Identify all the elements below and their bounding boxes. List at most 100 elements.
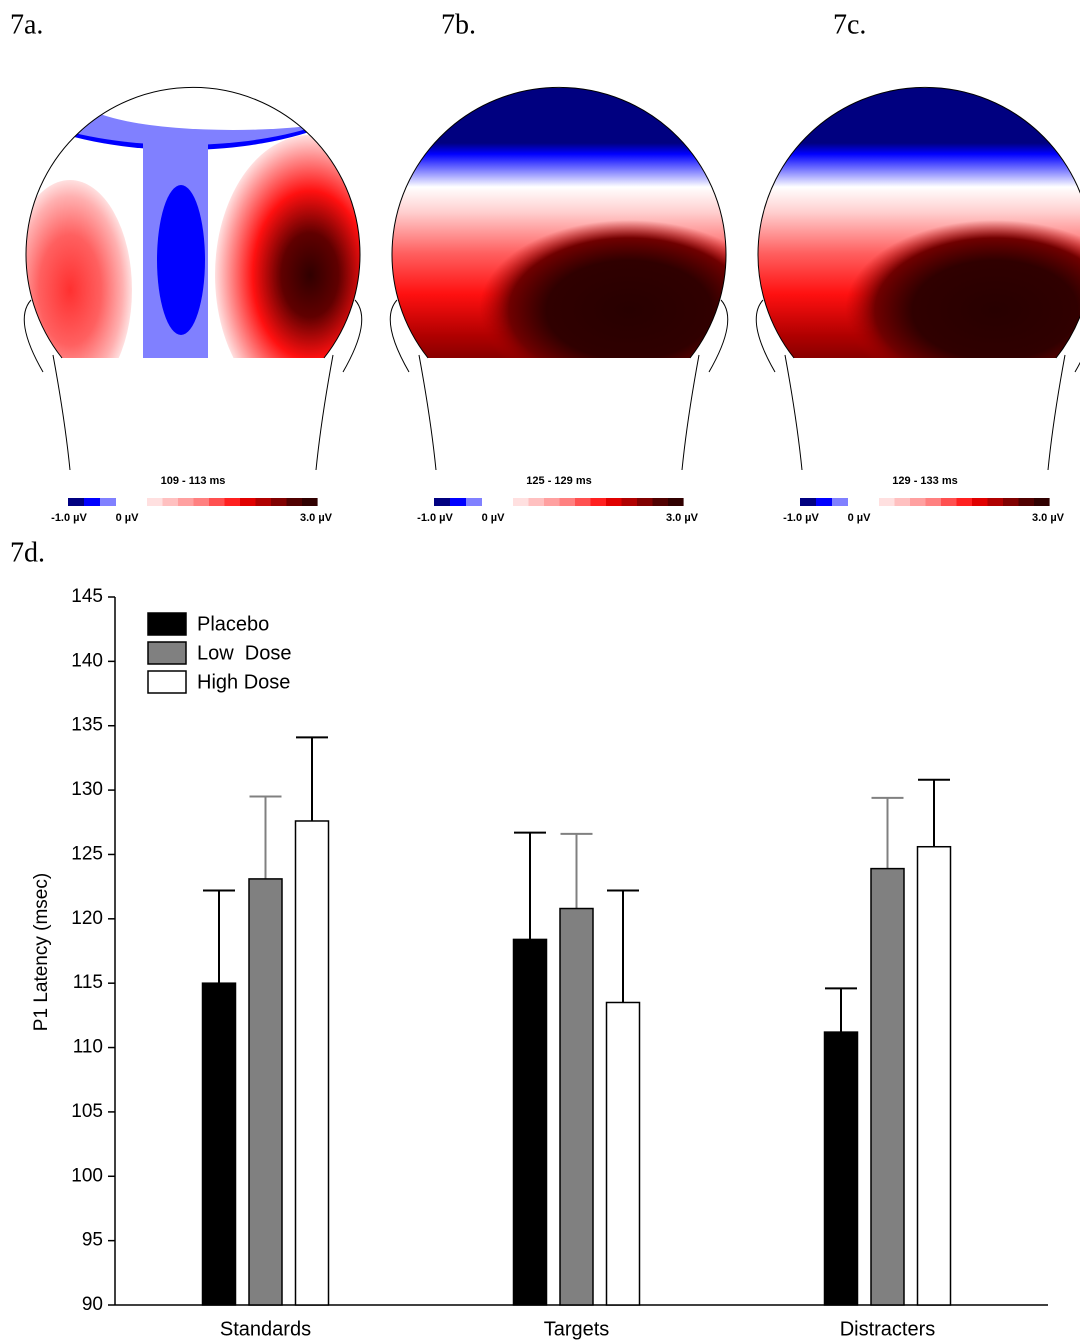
- y-tick-label: 105: [71, 1101, 103, 1122]
- panel-label: 7c.: [833, 9, 866, 40]
- neck: [1048, 355, 1065, 470]
- x-tick-label: Distracters: [840, 1318, 936, 1340]
- y-tick-label: 110: [73, 1037, 103, 1058]
- colorbar-swatch: [544, 498, 560, 506]
- colorbar-swatch: [302, 498, 318, 506]
- bar: [203, 983, 236, 1305]
- colorbar-swatch: [240, 498, 256, 506]
- colorbar-swatch: [606, 498, 622, 506]
- colorbar-swatch: [575, 498, 591, 506]
- y-tick-label: 140: [71, 650, 103, 671]
- colorbar-swatch: [972, 498, 988, 506]
- y-axis-label: P1 Latency (msec): [31, 873, 52, 1031]
- y-tick-label: 125: [71, 843, 103, 864]
- colorbar-swatch: [926, 498, 942, 506]
- y-tick-label: 90: [82, 1294, 103, 1315]
- bar: [249, 879, 282, 1305]
- colorbar-swatch: [832, 498, 848, 506]
- map-region: [215, 135, 405, 415]
- colorbar-swatch: [816, 498, 832, 506]
- colorbar-label: 3.0 µV: [666, 512, 699, 524]
- colorbar-swatch: [450, 498, 466, 506]
- colorbar-swatch: [84, 498, 100, 506]
- time-label: 109 - 113 ms: [161, 475, 226, 487]
- y-tick-label: 120: [71, 908, 103, 929]
- panel-label: 7d.: [10, 537, 45, 568]
- bar: [560, 909, 593, 1305]
- legend-label: High Dose: [197, 671, 290, 693]
- colorbar-swatch: [622, 498, 638, 506]
- colorbar-swatch: [163, 498, 179, 506]
- colorbar-swatch: [100, 498, 116, 506]
- colorbar-swatch: [910, 498, 926, 506]
- colorbar-swatch: [879, 498, 895, 506]
- colorbar-label: 3.0 µV: [300, 512, 333, 524]
- topomap: [758, 88, 1080, 400]
- neck: [53, 355, 70, 470]
- colorbar-label: -1.0 µV: [51, 512, 87, 524]
- legend-label: Placebo: [197, 613, 269, 635]
- colorbar-swatch: [957, 498, 973, 506]
- neck: [682, 355, 699, 470]
- colorbar-swatch: [895, 498, 911, 506]
- bar: [296, 821, 329, 1305]
- bar: [607, 1002, 640, 1305]
- colorbar-swatch: [653, 498, 669, 506]
- x-tick-label: Standards: [220, 1318, 311, 1340]
- y-tick-label: 115: [73, 972, 103, 993]
- colorbar-swatch: [591, 498, 607, 506]
- colorbar-label: -1.0 µV: [417, 512, 453, 524]
- figure: 7a. 7b. 7c. 7d. P1 Latency (msec) 109 - …: [0, 0, 1080, 1342]
- colorbar-swatch: [513, 498, 529, 506]
- colorbar-swatch: [1019, 498, 1035, 506]
- colorbar-swatch: [209, 498, 225, 506]
- legend-swatch: [148, 613, 186, 635]
- colorbar-swatch: [271, 498, 287, 506]
- neck: [785, 355, 802, 470]
- colorbar-swatch: [434, 498, 450, 506]
- neck: [316, 355, 333, 470]
- bar: [514, 939, 547, 1305]
- colorbar-swatch: [529, 498, 545, 506]
- colorbar-swatch: [560, 498, 576, 506]
- colorbar-swatch: [988, 498, 1004, 506]
- y-tick-label: 95: [82, 1230, 103, 1251]
- y-tick-label: 145: [71, 586, 103, 607]
- y-tick-label: 100: [71, 1165, 103, 1186]
- bar: [871, 869, 904, 1305]
- colorbar-swatch: [178, 498, 194, 506]
- map-region: [157, 185, 205, 335]
- colorbar-swatch: [256, 498, 272, 506]
- map-region: [83, 70, 383, 130]
- colorbar-label: 0 µV: [482, 512, 506, 524]
- y-tick-label: 135: [71, 715, 103, 736]
- colorbar-swatch: [941, 498, 957, 506]
- colorbar-label: -1.0 µV: [783, 512, 819, 524]
- x-tick-label: Targets: [544, 1318, 610, 1340]
- colorbar-swatch: [287, 498, 303, 506]
- legend-swatch: [148, 671, 186, 693]
- colorbar-swatch: [68, 498, 84, 506]
- panel-label: 7a.: [10, 9, 43, 40]
- colorbar-label: 0 µV: [116, 512, 140, 524]
- topomap: [392, 88, 779, 400]
- neck: [419, 355, 436, 470]
- colorbar-label: 3.0 µV: [1032, 512, 1065, 524]
- legend-label: Low Dose: [197, 642, 292, 664]
- colorbar-swatch: [147, 498, 163, 506]
- colorbar-swatch: [668, 498, 684, 506]
- legend-swatch: [148, 642, 186, 664]
- colorbar-swatch: [1003, 498, 1019, 506]
- colorbar-swatch: [637, 498, 653, 506]
- time-label: 125 - 129 ms: [526, 475, 591, 487]
- colorbar-swatch: [1034, 498, 1050, 506]
- topomap: [0, 0, 405, 415]
- panel-label: 7b.: [441, 9, 476, 40]
- y-tick-label: 130: [71, 779, 103, 800]
- time-label: 129 - 133 ms: [892, 475, 957, 487]
- colorbar-swatch: [800, 498, 816, 506]
- map-region: [479, 220, 779, 400]
- colorbar-label: 0 µV: [848, 512, 872, 524]
- colorbar-swatch: [466, 498, 482, 506]
- colorbar-swatch: [194, 498, 210, 506]
